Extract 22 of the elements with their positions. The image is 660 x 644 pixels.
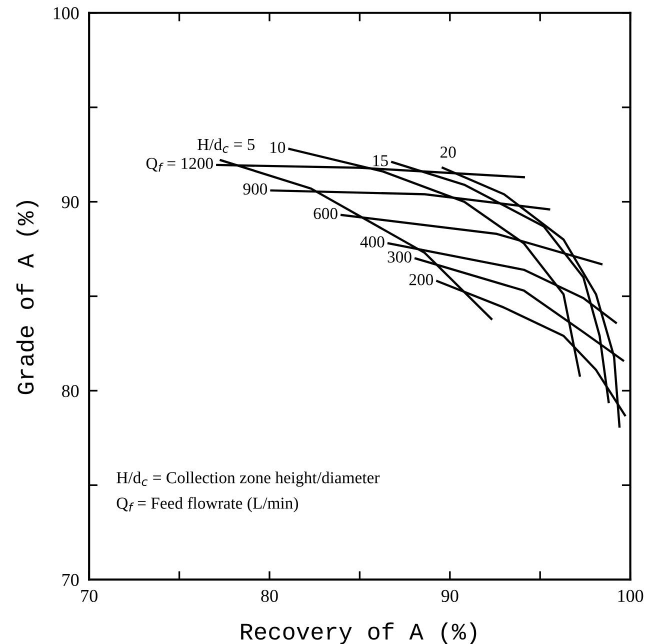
series-label: 20 (440, 146, 456, 158)
series-label: H/d$_{c}$ = 5 (198, 138, 255, 153)
y-tick-label: 70 (62, 574, 79, 586)
y-axis-title: Grade of A (%) (16, 201, 38, 394)
series-label: Q$_{f}$ = 1200 (146, 158, 213, 172)
y-tick-label: 90 (62, 196, 79, 208)
series-label: 300 (388, 251, 412, 263)
series-label: 600 (314, 208, 338, 220)
x-tick-label: 70 (81, 590, 98, 602)
x-tick-label: 90 (441, 590, 458, 602)
annotation: Q$_{f}$ = Feed flowrate (L/min) (116, 496, 298, 512)
annotation: H/d$_{c}$ = Collection zone height/diameter (116, 472, 380, 487)
x-axis-title: Recovery of A (%) (241, 622, 476, 644)
series-label: 900 (243, 183, 268, 195)
x-tick-label: 80 (261, 590, 278, 602)
series-label: 200 (409, 274, 434, 286)
series-label: 400 (360, 236, 384, 248)
series-label: 15 (373, 155, 388, 166)
series-label: 10 (270, 142, 286, 154)
y-tick-label: 100 (54, 7, 79, 20)
y-tick-label: 80 (62, 384, 79, 398)
x-tick-label: 100 (618, 590, 644, 602)
